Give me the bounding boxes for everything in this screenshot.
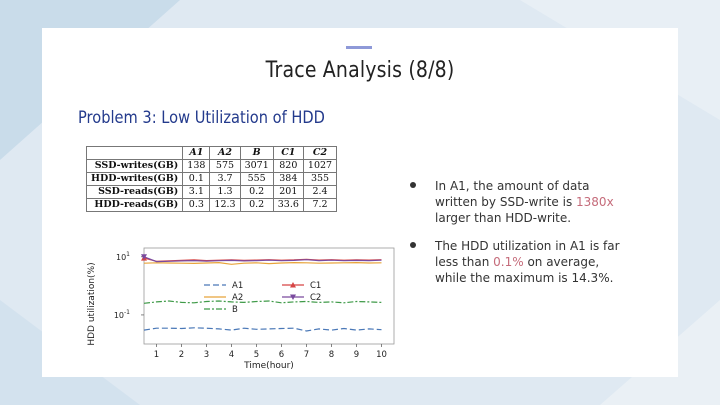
bullet-text: In A1, the amount of data written by SSD… bbox=[435, 179, 590, 209]
series-marker-c2 bbox=[141, 254, 147, 260]
table-row-label: SSD-reads(GB) bbox=[85, 185, 184, 199]
series-line-b bbox=[143, 300, 382, 304]
table-cell: 7.2 bbox=[302, 198, 338, 212]
table-cell: 3.1 bbox=[182, 185, 211, 199]
x-tick-label: 10 bbox=[376, 350, 387, 360]
bullet-highlight: 1380x bbox=[576, 195, 614, 209]
legend-label: A2 bbox=[232, 293, 243, 303]
table-column-header: C1 bbox=[272, 146, 304, 160]
table-row: HDD-writes(GB) 0.1 3.7 555 384 355 bbox=[85, 172, 338, 186]
legend-label: C2 bbox=[310, 293, 321, 303]
table-cell: 575 bbox=[209, 159, 241, 173]
x-tick-label: 4 bbox=[229, 350, 234, 360]
table-cell: 201 bbox=[272, 185, 304, 199]
x-tick-label: 3 bbox=[204, 350, 209, 360]
y-tick-label: 10-1 bbox=[114, 309, 130, 320]
table-cell: 555 bbox=[239, 172, 274, 186]
legend-marker-c2 bbox=[290, 294, 296, 300]
table-row: SSD-reads(GB) 3.1 1.3 0.2 201 2.4 bbox=[85, 185, 338, 199]
table-corner-cell bbox=[85, 146, 184, 160]
x-tick-label: 7 bbox=[304, 350, 309, 360]
table-cell: 12.3 bbox=[209, 198, 241, 212]
table-cell: 0.1 bbox=[182, 172, 211, 186]
x-tick-label: 9 bbox=[354, 350, 359, 360]
legend-marker-c1 bbox=[290, 282, 296, 288]
x-axis-label: Time(hour) bbox=[243, 361, 294, 370]
table-row-label: SSD-writes(GB) bbox=[85, 159, 184, 173]
table-cell: 0.2 bbox=[239, 185, 274, 199]
y-axis-label: HDD utilization(%) bbox=[87, 262, 97, 345]
x-tick-label: 8 bbox=[329, 350, 334, 360]
legend-label: B bbox=[232, 305, 238, 315]
hdd-utilization-chart: 1 2 3 4 5 6 7 8 9 10 101 10-1 Time(hour) HDD utilizat… bbox=[87, 247, 395, 370]
table-row: HDD-reads(GB) 0.3 12.3 0.2 33.6 7.2 bbox=[85, 198, 338, 212]
table-column-header: A2 bbox=[209, 146, 241, 160]
x-tick-label: 6 bbox=[279, 350, 284, 360]
table-row: SSD-writes(GB) 138 575 3071 820 1027 bbox=[85, 159, 338, 173]
series-line-a2 bbox=[143, 261, 382, 265]
title-accent-bar bbox=[346, 46, 372, 49]
bullet-dot-icon bbox=[410, 242, 416, 248]
legend-label: A1 bbox=[232, 281, 243, 291]
table-cell: 384 bbox=[272, 172, 304, 186]
plot-frame bbox=[143, 247, 395, 345]
slide-title: Trace Analysis (8/8) bbox=[265, 58, 455, 83]
legend-label: C1 bbox=[310, 281, 321, 291]
bullet-text: The HDD utilization in A1 is far less th… bbox=[435, 239, 620, 269]
table-cell: 355 bbox=[302, 172, 338, 186]
series-line-a1 bbox=[143, 327, 382, 332]
table-row-label: HDD-writes(GB) bbox=[85, 172, 184, 186]
bullet-dot-icon bbox=[410, 182, 416, 188]
table-cell: 820 bbox=[272, 159, 304, 173]
table-row-label: HDD-reads(GB) bbox=[85, 198, 184, 212]
table-cell: 1.3 bbox=[209, 185, 241, 199]
y-tick-label: 101 bbox=[116, 251, 130, 262]
table-cell: 0.2 bbox=[239, 198, 274, 212]
table-column-header: C2 bbox=[302, 146, 338, 160]
table-cell: 0.3 bbox=[182, 198, 211, 212]
table-cell: 138 bbox=[182, 159, 211, 173]
x-tick-label: 1 bbox=[154, 350, 159, 360]
bullet-item: The HDD utilization in A1 is far less th… bbox=[407, 238, 627, 286]
table-cell: 1027 bbox=[302, 159, 338, 173]
table-cell: 33.6 bbox=[272, 198, 304, 212]
bullet-item: In A1, the amount of data written by SSD… bbox=[407, 178, 627, 226]
bullet-text: on average, while the maximum is 14.3%. bbox=[435, 255, 614, 285]
slide-card: Trace Analysis (8/8) Problem 3: Low Util… bbox=[42, 28, 678, 377]
table-cell: 2.4 bbox=[302, 185, 338, 199]
bullet-highlight: 0.1% bbox=[493, 255, 524, 269]
table-cell: 3.7 bbox=[209, 172, 241, 186]
x-tick-label: 5 bbox=[254, 350, 259, 360]
table-header-row: A1 A2 B C1 C2 bbox=[85, 146, 338, 160]
series-line-c2 bbox=[143, 256, 382, 263]
slide-subtitle: Problem 3: Low Utilization of HDD bbox=[78, 108, 325, 128]
bullet-text: larger than HDD-write. bbox=[435, 211, 572, 225]
table-cell: 3071 bbox=[239, 159, 274, 173]
trace-table: A1 A2 B C1 C2 SSD-writes(GB) 138 575 307… bbox=[85, 146, 338, 212]
table-column-header: A1 bbox=[182, 146, 211, 160]
bullet-list: In A1, the amount of data written by SSD… bbox=[407, 178, 627, 298]
x-tick-label: 2 bbox=[179, 350, 184, 360]
table-column-header: B bbox=[239, 146, 274, 160]
